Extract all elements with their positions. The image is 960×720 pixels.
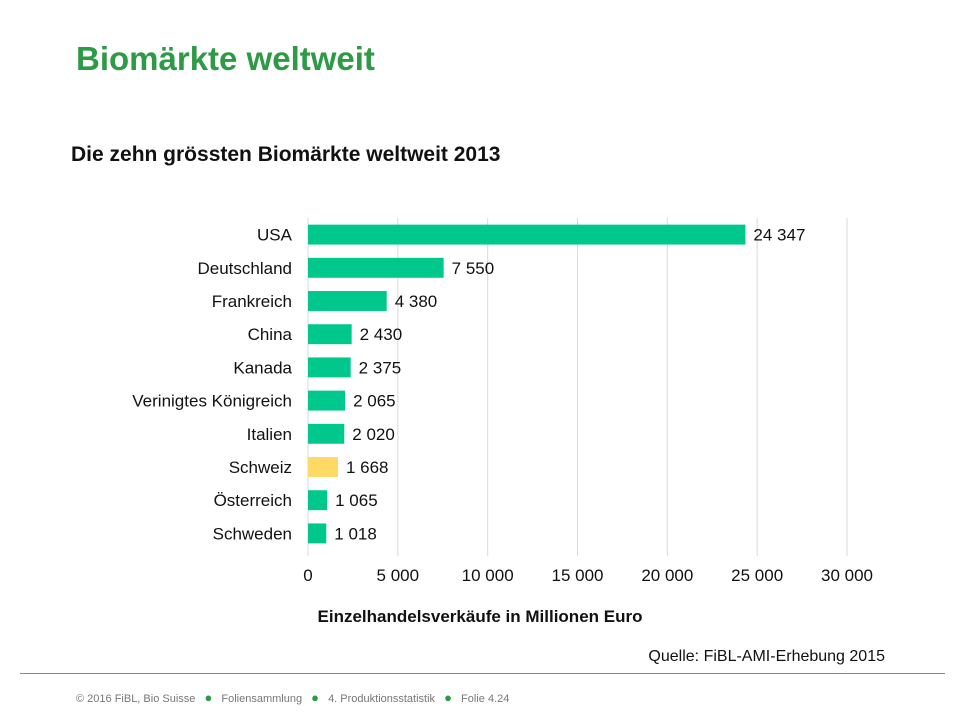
footer-slide-number: Folie 4.24: [461, 693, 510, 705]
x-tick-label: 0: [303, 566, 312, 585]
footer: © 2016 FiBL, Bio Suisse ● Foliensammlung…: [76, 690, 509, 705]
footer-copyright: © 2016 FiBL, Bio Suisse: [76, 693, 196, 705]
category-label: Schweden: [213, 524, 292, 543]
value-label: 2 065: [353, 392, 396, 411]
footer-chapter: 4. Produktionsstatistik: [328, 693, 436, 705]
value-label: 2 430: [360, 325, 403, 344]
bar: [308, 291, 387, 311]
value-label: 1 065: [335, 491, 378, 510]
value-label: 1 668: [346, 458, 389, 477]
x-tick-label: 5 000: [377, 566, 420, 585]
chart-title: Die zehn grössten Biomärkte weltweit 201…: [71, 143, 501, 166]
value-label: 1 018: [334, 524, 377, 543]
category-label: Kanada: [233, 358, 292, 377]
footer-collection: Foliensammlung: [221, 693, 303, 705]
category-label: Verinigtes Königreich: [132, 392, 292, 411]
bar: [308, 423, 345, 444]
x-tick-label: 10 000: [462, 566, 514, 585]
category-label: Deutschland: [197, 259, 292, 278]
footer-bullet-icon: ●: [444, 690, 452, 705]
footer-divider: [20, 673, 945, 674]
category-label: Frankreich: [212, 292, 292, 311]
value-label: 2 020: [352, 425, 395, 444]
footer-bullet-icon: ●: [204, 690, 213, 705]
bars: [308, 224, 746, 544]
category-label: Italien: [247, 425, 292, 444]
bar: [308, 224, 746, 245]
category-label: Schweiz: [229, 458, 292, 477]
footer-bullet-icon: ●: [311, 690, 319, 705]
bar: [308, 490, 328, 511]
bar: [308, 523, 327, 544]
x-tick-label: 25 000: [731, 566, 783, 585]
source-note: Quelle: FiBL-AMI-Erhebung 2015: [648, 648, 885, 665]
value-label: 24 347: [753, 226, 805, 245]
slide-title: Biomärkte weltweit: [76, 40, 375, 77]
bar: [308, 324, 352, 345]
bar: [308, 257, 444, 278]
x-tick-label: 30 000: [821, 566, 873, 585]
value-label: 2 375: [359, 358, 402, 377]
value-label: 4 380: [395, 292, 438, 311]
category-label: China: [248, 325, 293, 344]
bar-chart: USA Deutschland Frankreich China Kanada Verin…: [132, 218, 873, 626]
bar: [308, 390, 346, 411]
x-axis-title: Einzelhandelsverkäufe in Millionen Euro: [318, 607, 643, 626]
category-labels: USA Deutschland Frankreich China Kanada Verin…: [132, 226, 292, 544]
category-label: Österreich: [214, 491, 292, 510]
bar: [308, 457, 338, 477]
value-labels: 24 347 7 550 4 380 2 430 2 375 2 065 2 020 1 66…: [334, 226, 805, 544]
bar: [308, 357, 351, 378]
value-label: 7 550: [452, 259, 495, 278]
x-axis-ticks: 0 5 000 10 000 15 000 20 000 25 000 30 000: [303, 566, 873, 585]
x-tick-label: 20 000: [641, 566, 693, 585]
x-tick-label: 15 000: [552, 566, 604, 585]
category-label: USA: [257, 226, 293, 245]
